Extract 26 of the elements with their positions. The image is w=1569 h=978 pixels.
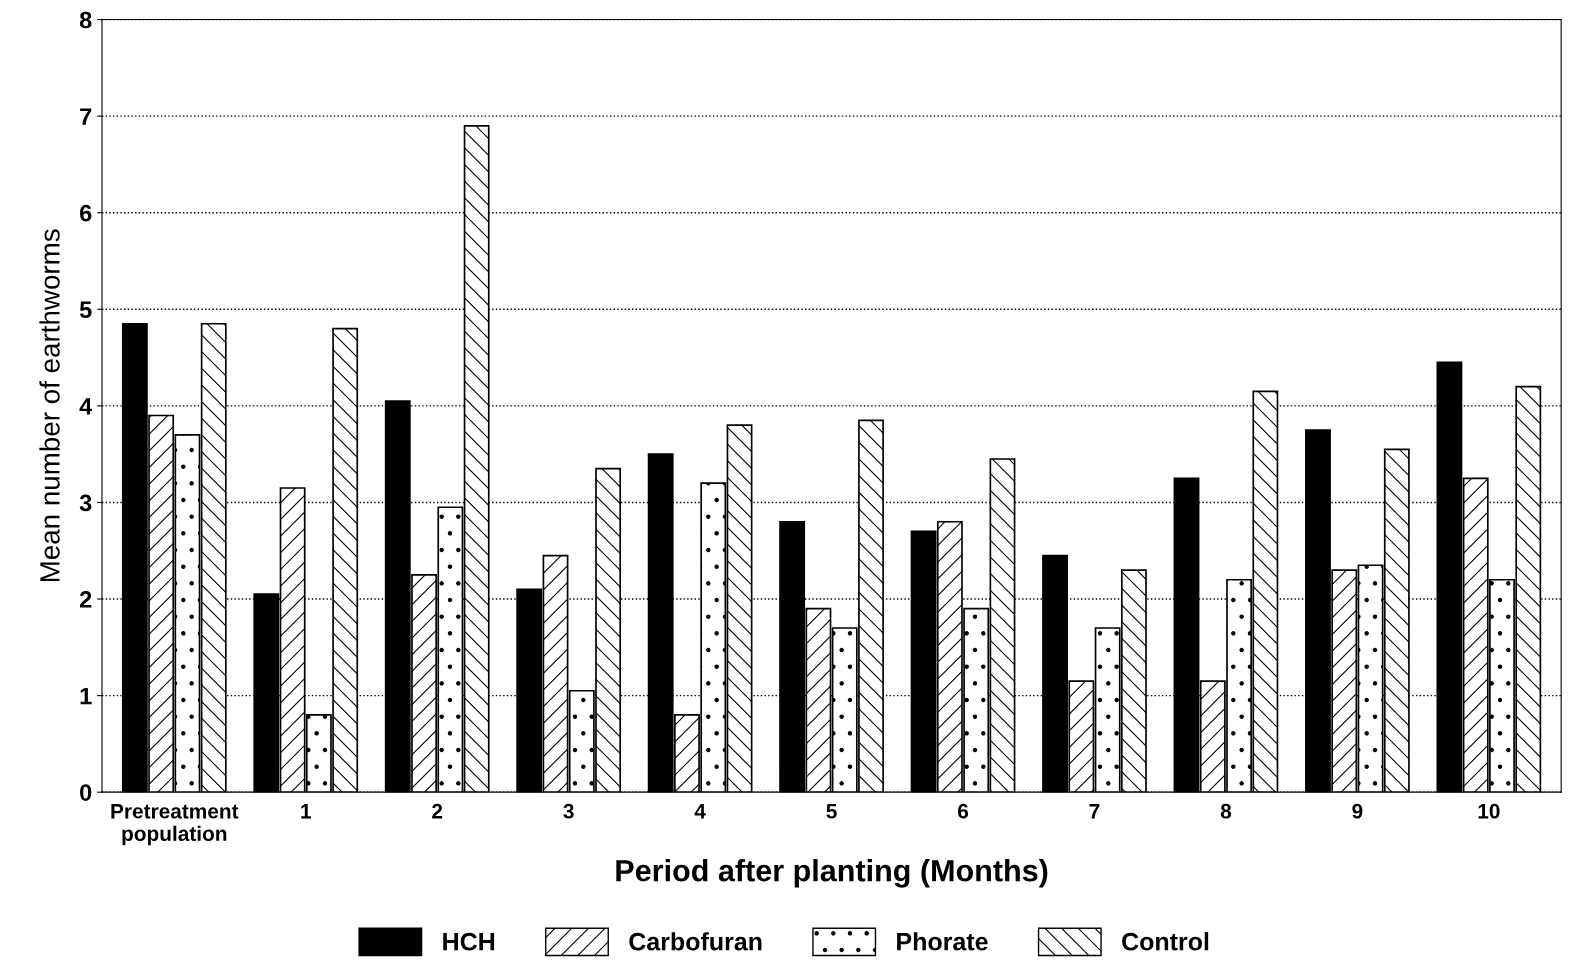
y-tick-label: 2 [79, 591, 92, 608]
x-tick-label: 4 [694, 804, 706, 819]
legend-label: Phorate [897, 932, 988, 951]
x-tick-label: 10 [1478, 803, 1500, 819]
y-tick-label: 8 [79, 11, 92, 29]
y-tick-label: 3 [79, 494, 92, 512]
y-tick-label: 5 [79, 301, 92, 319]
y-tick-label: 4 [79, 398, 93, 415]
y-tick-label: 7 [80, 108, 92, 125]
x-axis-title: Period after planting (Months) [616, 859, 1048, 888]
legend-label: HCH [443, 932, 495, 951]
legend-label: Control [1122, 932, 1209, 951]
legend-label: Carbofuran [629, 932, 762, 951]
x-tick-label: 6 [958, 803, 969, 819]
y-tick-label: 1 [80, 687, 92, 705]
y-tick-label: 6 [80, 204, 92, 222]
y-tick-label: 0 [80, 784, 92, 801]
x-tick-label: 8 [1220, 803, 1232, 819]
x-tick-label: 2 [432, 803, 443, 819]
x-tick-label: 9 [1352, 803, 1363, 819]
x-tick-label: Pretreatment population [111, 804, 239, 846]
x-tick-label: 5 [826, 804, 837, 819]
x-tick-label: 7 [1089, 804, 1100, 819]
y-axis-title: Mean number of earthworms [39, 229, 60, 582]
x-tick-label: 3 [563, 803, 574, 819]
x-tick-label: 1 [301, 804, 311, 819]
